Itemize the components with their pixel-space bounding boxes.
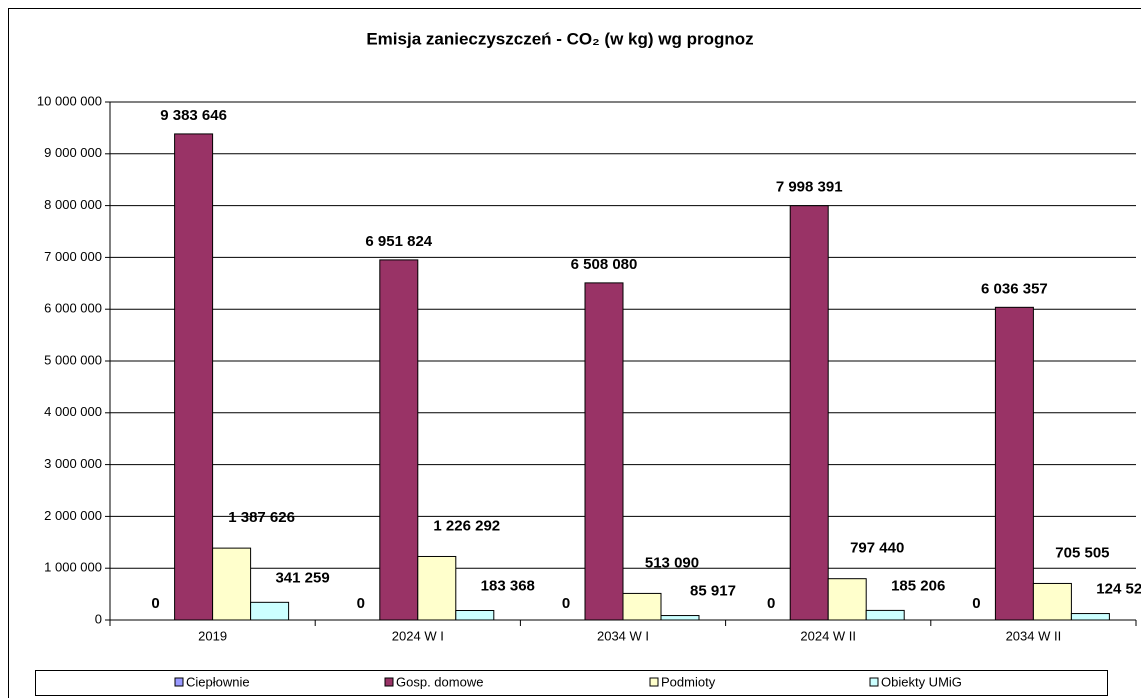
bar: [174, 133, 214, 621]
y-tick-label: 3 000 000: [44, 456, 102, 471]
y-tick-label: 1 000 000: [44, 560, 102, 575]
bar: [827, 578, 867, 621]
y-tick-label: 2 000 000: [44, 508, 102, 523]
bar: [417, 555, 457, 621]
x-tick-label: 2019: [198, 628, 227, 643]
bar: [1032, 582, 1072, 621]
bar: [455, 610, 495, 621]
value-label: 183 368: [481, 577, 535, 594]
legend-swatch: [384, 677, 394, 687]
value-label: 341 259: [275, 569, 329, 586]
value-label: 6 508 080: [571, 256, 638, 273]
x-tick-label: 2024 W II: [800, 628, 856, 643]
y-tick-label: 8 000 000: [44, 197, 102, 212]
value-label: 0: [151, 595, 159, 612]
y-tick-label: 10 000 000: [37, 93, 102, 108]
value-label: 9 383 646: [160, 107, 227, 124]
bar: [622, 592, 662, 621]
bar: [789, 205, 829, 621]
value-label: 1 226 292: [433, 517, 500, 534]
value-label: 705 505: [1055, 544, 1109, 561]
legend-label: Gosp. domowe: [396, 674, 483, 689]
value-label: 513 090: [645, 554, 699, 571]
y-tick-label: 7 000 000: [44, 249, 102, 264]
y-tick-label: 6 000 000: [44, 301, 102, 316]
bar: [865, 609, 905, 621]
legend-label: Obiekty UMiG: [881, 674, 962, 689]
legend-swatch: [869, 677, 879, 687]
bar: [379, 259, 419, 621]
legend-label: Ciepłownie: [186, 674, 250, 689]
value-label: 0: [562, 595, 570, 612]
value-label: 797 440: [850, 540, 904, 557]
value-label: 185 206: [891, 577, 945, 594]
y-tick-label: 9 000 000: [44, 145, 102, 160]
y-tick-label: 5 000 000: [44, 352, 102, 367]
value-label: 6 951 824: [365, 233, 432, 250]
bar: [212, 547, 252, 621]
legend-swatch: [649, 677, 659, 687]
value-label: 7 998 391: [776, 179, 843, 196]
bar: [250, 601, 290, 621]
x-tick-label: 2034 W I: [597, 628, 649, 643]
value-label: 85 917: [690, 583, 736, 600]
value-label: 0: [357, 595, 365, 612]
bar: [994, 306, 1034, 621]
bar: [584, 282, 624, 621]
value-label: 1 387 626: [228, 509, 295, 526]
bar: [660, 615, 700, 621]
legend-box: [35, 670, 1108, 696]
value-label: 6 036 357: [981, 280, 1048, 297]
x-tick-label: 2034 W II: [1006, 628, 1062, 643]
y-tick-label: 0: [95, 611, 102, 626]
value-label: 124 529: [1096, 581, 1141, 598]
chart-title: Emisja zanieczyszczeń - CO₂ (w kg) wg pr…: [366, 29, 753, 48]
value-label: 0: [972, 595, 980, 612]
value-label: 0: [767, 595, 775, 612]
y-tick-label: 4 000 000: [44, 404, 102, 419]
x-tick-label: 2024 W I: [392, 628, 444, 643]
legend-swatch: [174, 677, 184, 687]
bar: [1070, 613, 1110, 621]
legend-label: Podmioty: [661, 674, 716, 689]
